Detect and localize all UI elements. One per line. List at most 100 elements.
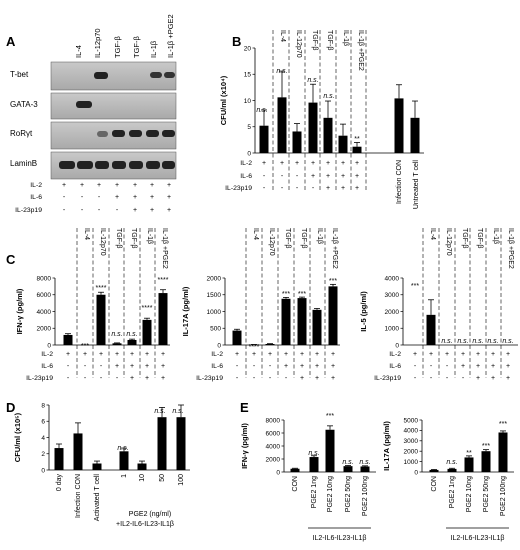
- panel-c3-tick-label: 2000: [385, 309, 400, 316]
- panel-a-sign: -: [63, 207, 66, 214]
- panel-b-sign: +: [262, 160, 266, 167]
- panel-c3-sign: -: [462, 375, 465, 382]
- panel-b-sign: +: [341, 185, 345, 192]
- panel-b-treatment-label: TGF-β: [326, 30, 333, 50]
- panel-c2-bar: [265, 343, 275, 345]
- panel-c1-sign: +: [99, 351, 103, 358]
- panel-c2-treatment-label: IL-1β: [316, 228, 323, 244]
- panel-c1-treatment-label: IL-4: [83, 228, 90, 240]
- panel-b-sign: +: [355, 173, 359, 180]
- panel-c2-treatment-label: TGF-β: [284, 228, 291, 248]
- panel-b-sign: +: [355, 160, 359, 167]
- panel-e2-category-label: CON: [431, 476, 438, 492]
- panel-c2-significance: ***: [282, 291, 290, 298]
- panel-d-bar: [157, 417, 167, 470]
- panel-c2-sign: -: [269, 375, 272, 382]
- panel-c1-sign: +: [66, 351, 70, 358]
- panel-c3-treatment-label: IL-4: [429, 228, 436, 240]
- panel-b-ns: n.s.: [256, 107, 267, 114]
- panel-e1-ns: n.s.: [308, 450, 319, 457]
- panel-b-category-label: Infection CON: [396, 160, 403, 204]
- panel-a-sign: +: [62, 182, 66, 189]
- panel-b-chart: 0 5 10 15 20 CFU/ml (x10⁴) IL-4 IL-12p70 TGF-β TG…: [219, 30, 424, 209]
- panel-e1-bar: [325, 429, 335, 472]
- panel-e1-bar: [309, 457, 319, 472]
- panel-b-category-label: Untreated T cell: [413, 160, 420, 210]
- panel-c3-sign: -: [414, 375, 417, 382]
- panel-d-category-label: Infection CON: [75, 474, 82, 518]
- panel-c2-significance: ****: [249, 344, 260, 351]
- panel-e2-bar: [447, 468, 457, 472]
- panel-b-tick-label: 0: [247, 150, 251, 157]
- panel-c1-ns: n.s.: [126, 331, 137, 338]
- panel-c2-sign: +: [252, 351, 256, 358]
- panel-c3-sign: +: [476, 375, 480, 382]
- panel-c3-treatment-label: IL-12p70: [445, 228, 452, 256]
- lane-label: IL-1β +PGE2: [166, 14, 175, 58]
- panel-b-sign: -: [296, 173, 299, 180]
- panel-c2-treatment-label: IL-12p70: [268, 228, 275, 256]
- panel-c2-sign: +: [315, 363, 319, 370]
- panel-e2-group-label: IL2-IL6-IL23-IL1β: [451, 535, 505, 542]
- panel-c2-treatment-label: TGF-β: [300, 228, 307, 248]
- panel-e2-tick-label: 0: [414, 469, 418, 476]
- panel-c1-sign: +: [115, 363, 119, 370]
- panel-c1-sign: +: [145, 363, 149, 370]
- panel-c1-bar: [112, 343, 122, 345]
- panel-a-sign: +: [80, 182, 84, 189]
- band-label-gata3: GATA-3: [10, 100, 38, 109]
- panel-c1-tick-label: 2000: [37, 326, 52, 333]
- panel-c3-tick-label: 4000: [385, 275, 400, 282]
- panel-c1-treatment-label: TGF-β: [130, 228, 137, 248]
- panel-c3-ns: n.s.: [502, 338, 513, 345]
- panel-c2-sign: +: [315, 375, 319, 382]
- panel-a-sign: -: [81, 207, 84, 214]
- panel-e2-bar: [498, 432, 508, 472]
- panel-c1-treatment-label: TGF-β: [115, 228, 122, 248]
- panel-c1-sign: +: [130, 363, 134, 370]
- panel-d-ns: n.s.: [154, 408, 165, 415]
- panel-c1-bar: [96, 294, 106, 345]
- panel-c2-bar: [281, 298, 291, 345]
- panel-c3-row-label: IL-6: [389, 363, 401, 370]
- panel-c1-sign: +: [161, 363, 165, 370]
- panel-c1-tick-label: 6000: [37, 292, 52, 299]
- panel-e1-category-label: PGE2 50ng: [345, 476, 352, 512]
- panel-c2-sign: +: [331, 375, 335, 382]
- panel-c3-tick-label: 1000: [385, 326, 400, 333]
- panel-c3-sign: +: [506, 351, 510, 358]
- panel-c1-sign: +: [115, 351, 119, 358]
- panel-c1-sign: +: [130, 351, 134, 358]
- panel-a-sign: -: [98, 207, 101, 214]
- panel-e1-tick-label: 4000: [266, 443, 281, 450]
- panel-c2-tick-label: 1000: [207, 309, 222, 316]
- panel-c3-ns: n.s.: [472, 338, 483, 345]
- panel-c2-sign: -: [285, 375, 288, 382]
- panel-c1-sign: +: [130, 375, 134, 382]
- panel-b-y-label: CFU/ml (x10⁴): [219, 75, 228, 125]
- panel-b-sign: -: [312, 185, 315, 192]
- panel-b-ns: n.s.: [307, 77, 318, 84]
- panel-a-sign: -: [63, 194, 66, 201]
- panel-c3-sign: +: [506, 363, 510, 370]
- panel-letter-a: A: [6, 34, 16, 49]
- panel-c2-sign: -: [236, 363, 239, 370]
- panel-e2-tick-label: 1000: [404, 459, 419, 466]
- panel-b-bar: [277, 97, 287, 153]
- panel-b-sign: -: [263, 185, 266, 192]
- panel-d-significance: ***: [138, 465, 146, 472]
- panel-e-charts: 0 2000 4000 6000 8000 IFN-γ (pg/ml) CON PGE2 1n…: [240, 413, 514, 542]
- panel-c3-significance: ***: [411, 283, 419, 290]
- panel-c2-treatment-label: IL-4: [252, 228, 259, 240]
- panel-c1-sign: -: [116, 375, 119, 382]
- panel-d-tick-label: 0: [41, 467, 45, 474]
- lane-label: TGF-β: [132, 36, 141, 58]
- panel-c3-sign: +: [506, 375, 510, 382]
- panel-a-row-label: IL-2: [30, 182, 42, 189]
- band-label-laminb: LaminB: [10, 159, 37, 168]
- panel-e1-y-label: IFN-γ (pg/ml): [240, 423, 249, 469]
- panel-c2-bar: [249, 344, 259, 346]
- panel-b-sign: -: [296, 185, 299, 192]
- panel-c1-sign: +: [145, 375, 149, 382]
- panel-a-western-blot: IL-4 IL-12p70 TGF-β TGF-β IL-1β IL-1β +P…: [10, 14, 177, 180]
